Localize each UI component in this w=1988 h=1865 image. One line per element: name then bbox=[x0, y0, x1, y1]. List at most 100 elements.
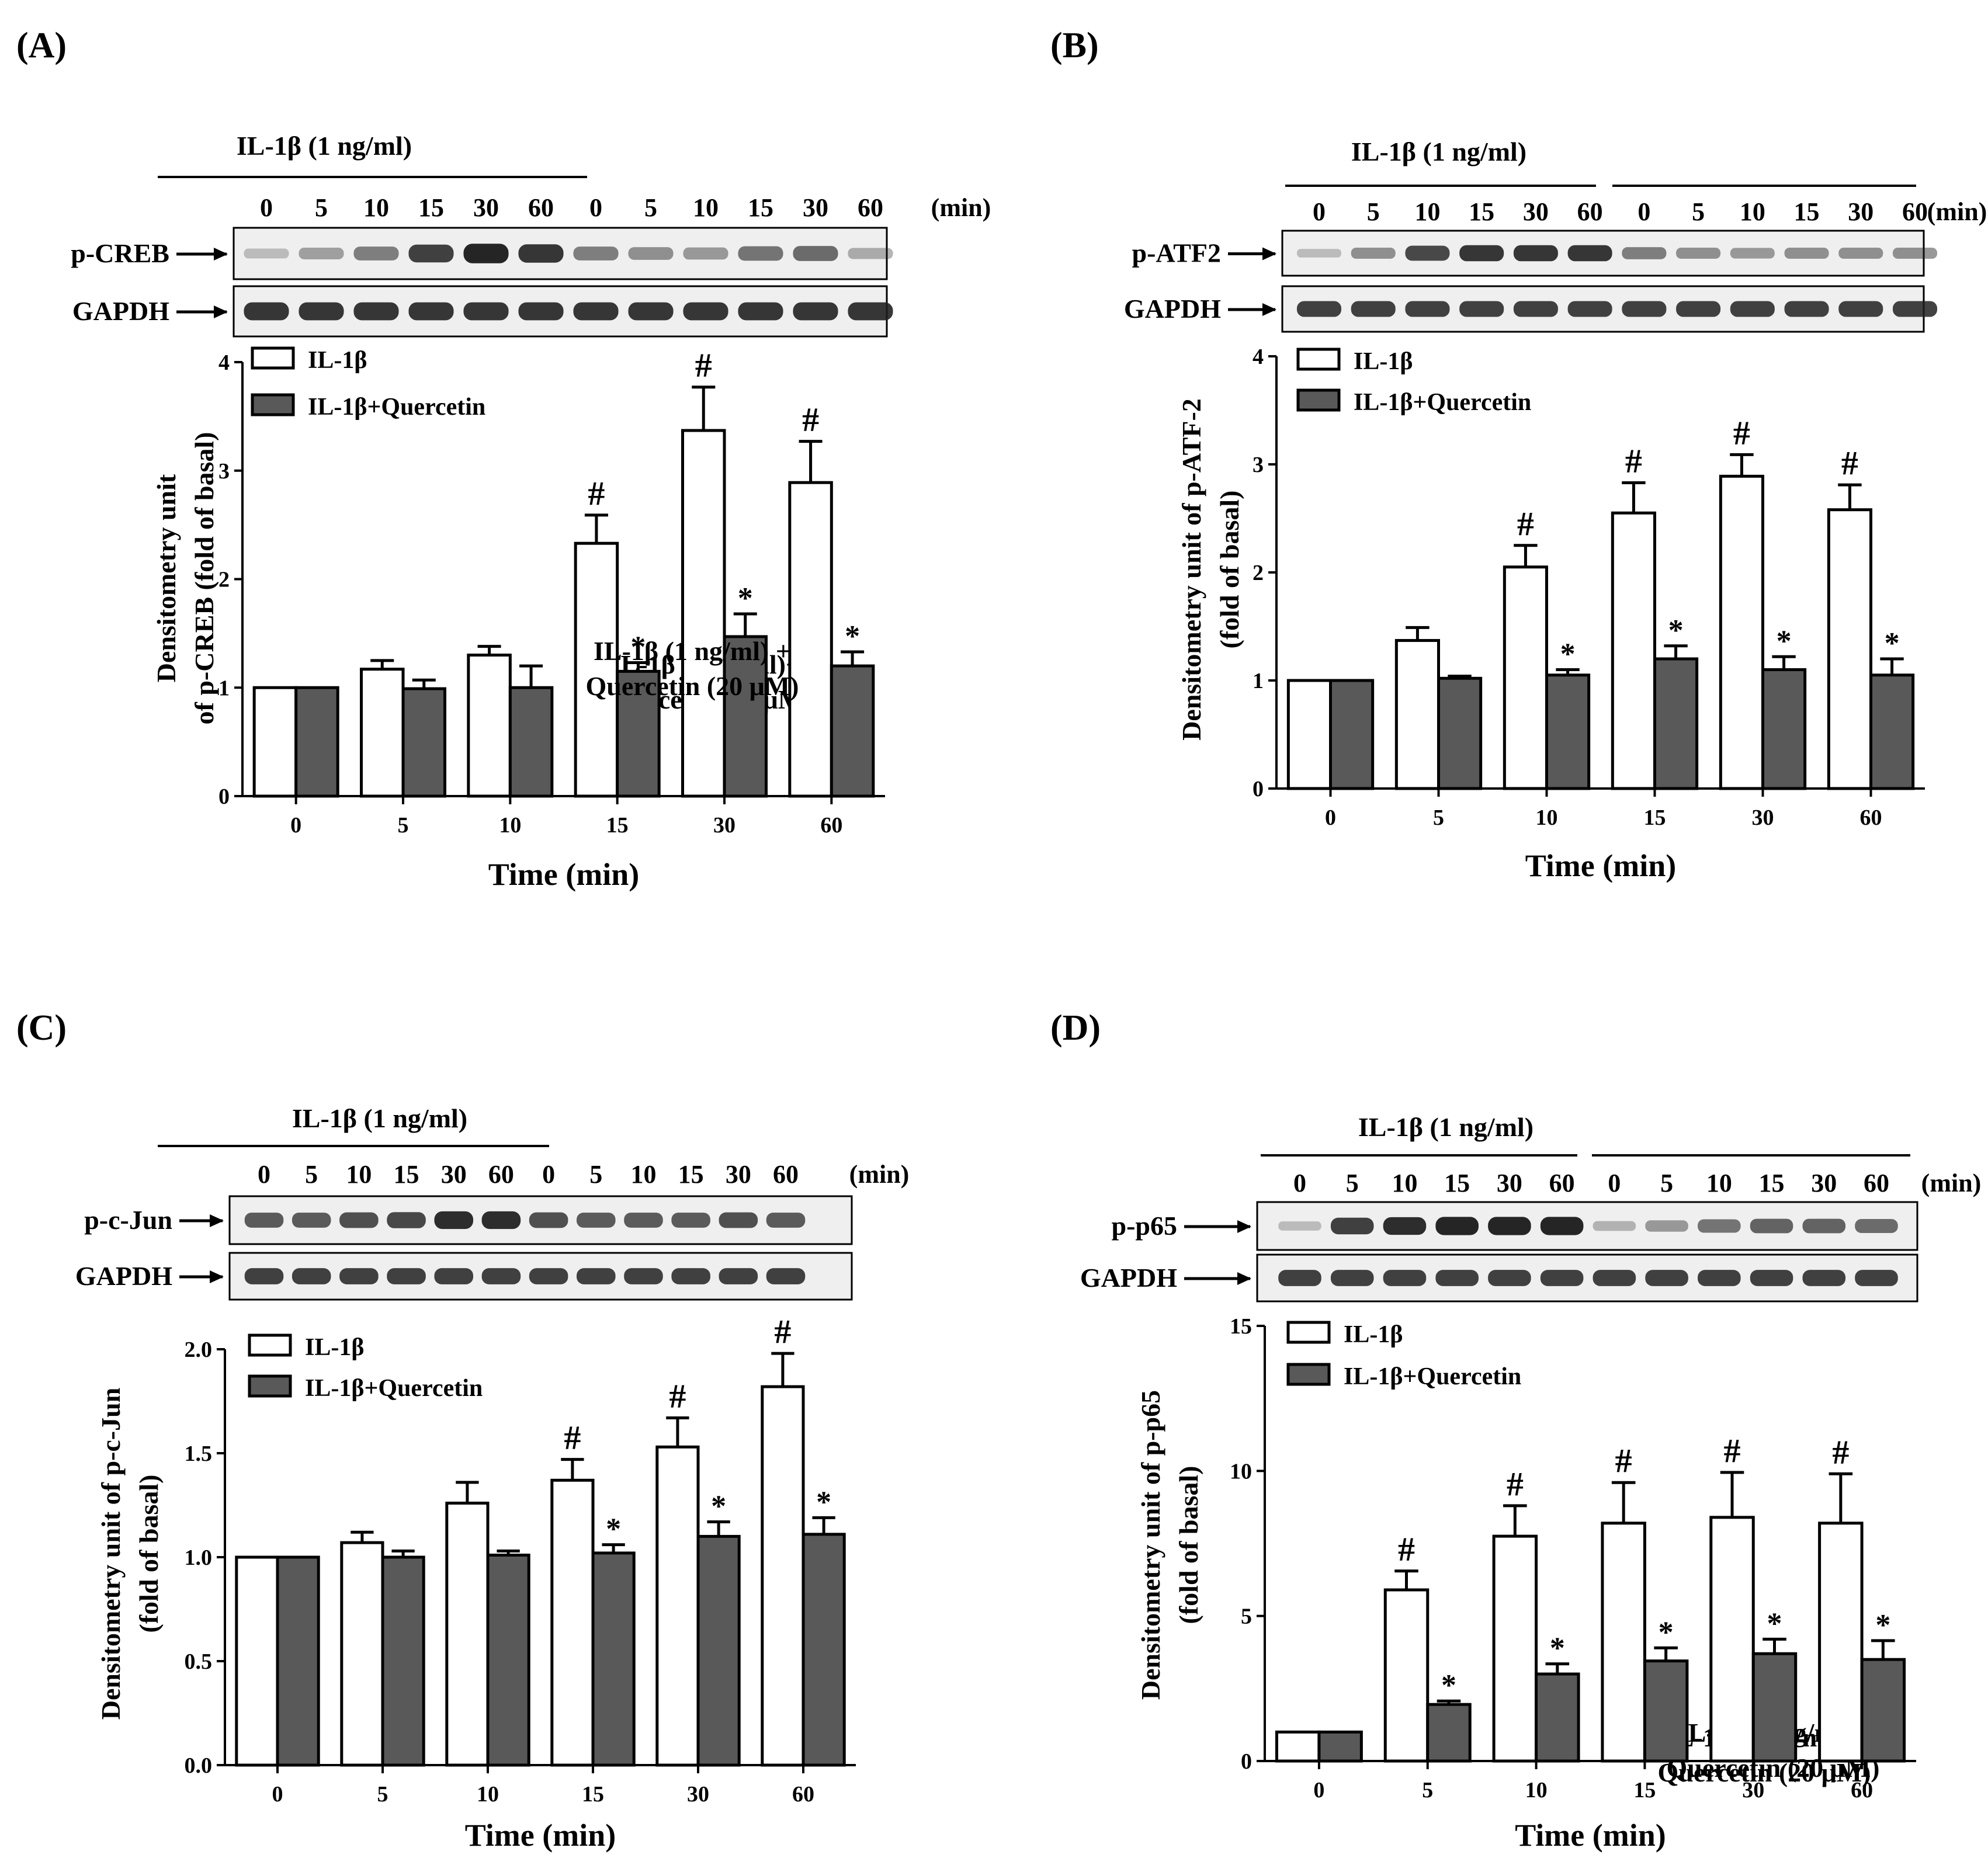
blot-band bbox=[1645, 1270, 1688, 1286]
lane-time-label: 0 bbox=[542, 1160, 555, 1189]
blot-band bbox=[1567, 301, 1612, 317]
blot-band bbox=[766, 1268, 806, 1284]
blot-band bbox=[1593, 1270, 1636, 1286]
lane-time-label: 10 bbox=[346, 1160, 372, 1189]
bar-il1b bbox=[1394, 639, 1441, 790]
x-tick-label: 5 bbox=[1422, 1778, 1433, 1803]
lane-time-label: 30 bbox=[441, 1160, 467, 1189]
blot-band bbox=[1593, 1221, 1636, 1231]
arrow-head-icon bbox=[210, 1214, 224, 1227]
blot-band bbox=[1892, 301, 1938, 317]
treatment-group-il1b: IL-1β (1 ng/ml) bbox=[237, 131, 412, 161]
y-axis-label: Densitometry unit bbox=[151, 474, 181, 682]
legend-label: IL-1β bbox=[1354, 348, 1413, 375]
significance-hash: # bbox=[1733, 414, 1750, 452]
x-tick-label: 5 bbox=[1433, 805, 1444, 830]
bar-il1b bbox=[1275, 1730, 1321, 1763]
lane-time-label: 10 bbox=[1706, 1169, 1732, 1197]
blot-band bbox=[387, 1212, 426, 1228]
blot-band bbox=[1513, 301, 1558, 317]
arrow-head-icon bbox=[214, 305, 228, 318]
significance-star: * bbox=[630, 631, 646, 664]
arrow-head-icon bbox=[214, 248, 228, 261]
blot-band bbox=[1513, 245, 1558, 262]
bar-quercetin bbox=[1751, 1652, 1798, 1763]
x-tick-label: 10 bbox=[477, 1782, 499, 1807]
lane-time-label: 5 bbox=[1692, 197, 1705, 226]
x-tick-label: 0 bbox=[290, 813, 301, 838]
bar-il1b bbox=[1492, 1534, 1538, 1763]
bar-il1b bbox=[574, 541, 619, 798]
y-tick-label: 0 bbox=[1241, 1749, 1252, 1774]
bar-quercetin bbox=[508, 686, 554, 798]
bar-il1b bbox=[235, 1555, 279, 1767]
y-axis-label: Densitometry unit of p-c-Jun bbox=[96, 1388, 126, 1720]
blot-band bbox=[1405, 301, 1450, 317]
bar-quercetin bbox=[696, 1534, 741, 1767]
x-tick-label: 0 bbox=[272, 1782, 283, 1807]
blot-band bbox=[518, 302, 564, 321]
y-axis-label: (fold of basal) bbox=[1174, 1466, 1203, 1624]
significance-star: * bbox=[845, 620, 860, 653]
legend-label: IL-1β bbox=[305, 1334, 364, 1361]
legend-swatch bbox=[1286, 1363, 1331, 1386]
panel-d: (D)IL-1β (1 ng/ml)IL-1β (1 ng/ml)+Querce… bbox=[1050, 1008, 1981, 1853]
treatment-group-il1b: IL-1β (1 ng/ml) bbox=[292, 1103, 467, 1133]
blot-band bbox=[1802, 1270, 1846, 1286]
x-tick-label: 15 bbox=[606, 813, 629, 838]
lane-time-label: 60 bbox=[858, 193, 883, 222]
legend-label: IL-1β+Quercetin bbox=[1354, 389, 1531, 416]
lane-time-label: 5 bbox=[1367, 197, 1380, 226]
lane-time-label: 5 bbox=[1660, 1169, 1673, 1197]
lane-time-label: 10 bbox=[1414, 197, 1440, 226]
blot-band bbox=[1567, 245, 1612, 262]
lane-time-label: 30 bbox=[726, 1160, 751, 1189]
blot-band bbox=[766, 1213, 806, 1228]
lane-time-label: 0 bbox=[589, 193, 602, 222]
x-tick-label: 15 bbox=[1633, 1778, 1656, 1803]
x-tick-label: 60 bbox=[1851, 1778, 1873, 1803]
y-tick-label: 4 bbox=[218, 350, 230, 375]
panel-label: (D) bbox=[1050, 1008, 1101, 1048]
bar-il1b bbox=[445, 1501, 490, 1767]
significance-hash: # bbox=[1615, 1442, 1632, 1480]
significance-hash: # bbox=[774, 1312, 791, 1350]
lane-time-label: 15 bbox=[394, 1160, 419, 1189]
y-tick-label: 2.0 bbox=[185, 1338, 213, 1362]
x-tick-label: 10 bbox=[1536, 805, 1558, 830]
blot-band bbox=[1278, 1270, 1321, 1286]
lane-unit-label: (min) bbox=[1927, 197, 1987, 226]
bar-il1b bbox=[1709, 1516, 1755, 1763]
blot-band bbox=[848, 302, 893, 321]
blot-band bbox=[1540, 1270, 1584, 1286]
blot-band bbox=[529, 1268, 568, 1284]
blot-band bbox=[339, 1268, 379, 1284]
significance-hash: # bbox=[1398, 1530, 1415, 1568]
blot-band bbox=[1351, 247, 1396, 259]
bar-quercetin bbox=[1545, 673, 1591, 790]
blot-band bbox=[244, 1268, 284, 1284]
blot-band bbox=[463, 302, 509, 321]
blot-band bbox=[1488, 1217, 1531, 1235]
legend-swatch bbox=[1296, 388, 1341, 412]
x-tick-label: 10 bbox=[499, 813, 521, 838]
bar-quercetin bbox=[1317, 1730, 1363, 1763]
legend-swatch bbox=[251, 393, 295, 416]
y-axis-label: of p-CREB (fold of basal) bbox=[189, 432, 219, 725]
significance-hash: # bbox=[1625, 442, 1642, 480]
bar-il1b bbox=[1383, 1588, 1430, 1763]
blot-band bbox=[1698, 1270, 1741, 1286]
y-tick-label: 1 bbox=[218, 676, 230, 700]
legend-label: IL-1β bbox=[1344, 1321, 1403, 1348]
blot-band bbox=[1802, 1218, 1846, 1234]
arrow-head-icon bbox=[1237, 1220, 1251, 1233]
blot-band bbox=[1296, 301, 1342, 317]
blot-band bbox=[738, 246, 783, 261]
blot-p-p65-label: p-p65 bbox=[1112, 1211, 1177, 1241]
panel-label: (B) bbox=[1050, 26, 1099, 65]
y-tick-label: 0 bbox=[218, 784, 230, 809]
lane-time-label: 5 bbox=[1346, 1169, 1359, 1197]
significance-star: * bbox=[1668, 614, 1684, 647]
lane-time-label: 15 bbox=[1444, 1169, 1470, 1197]
